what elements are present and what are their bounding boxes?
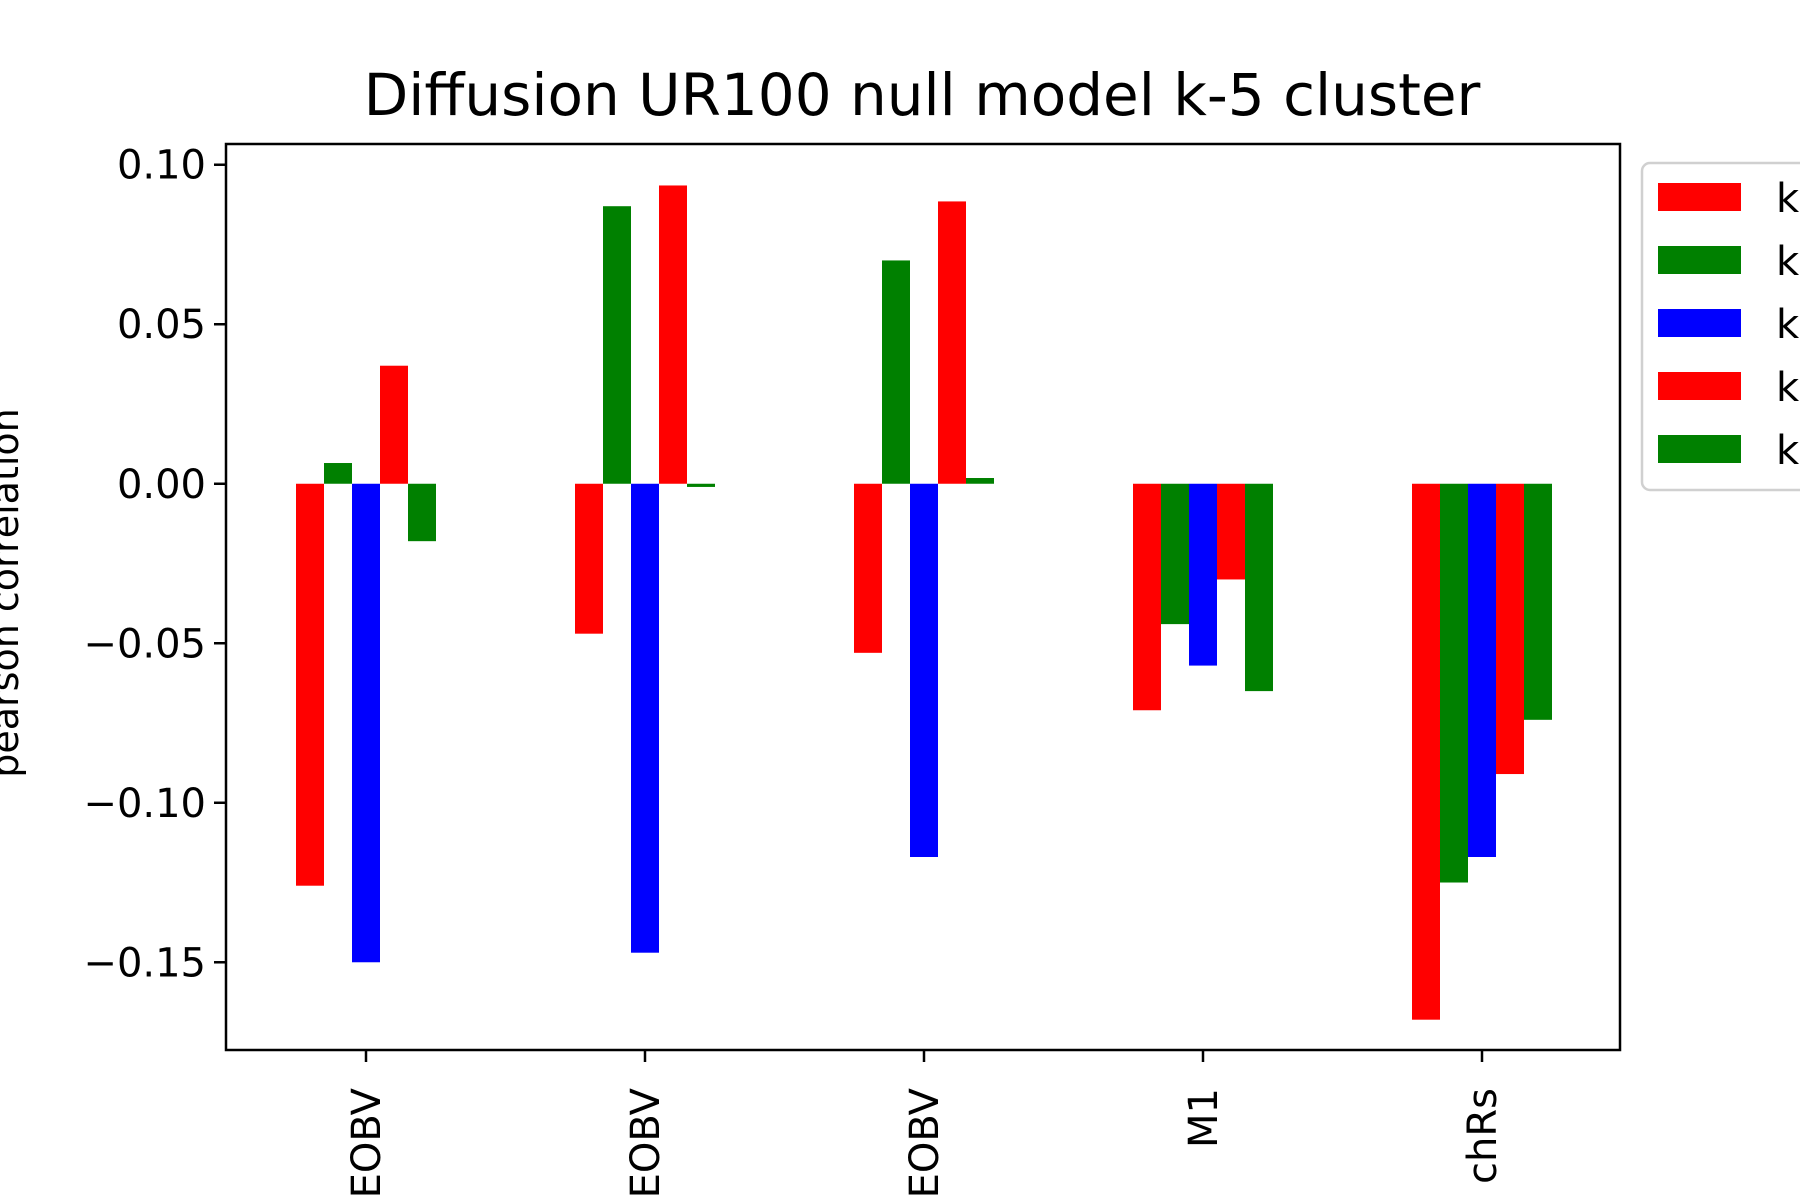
chart-title: Diffusion UR100 null model k-5 cluster <box>364 61 1481 129</box>
y-tick-label: −0.10 <box>83 781 206 827</box>
y-tick-label: −0.05 <box>83 621 206 667</box>
bar-series1-0 <box>296 483 324 886</box>
bar-series1-4 <box>1412 483 1440 1020</box>
bar-series3-2 <box>910 483 938 857</box>
legend-swatch-4 <box>1658 372 1741 400</box>
bar-series4-1 <box>659 185 687 484</box>
legend-label-5: k <box>1776 428 1800 474</box>
x-tick-label: EOBV <box>623 1087 669 1198</box>
x-tick-label: EOBV <box>344 1087 390 1198</box>
bar-series2-4 <box>1440 483 1468 883</box>
y-tick-label: 0.00 <box>117 462 206 508</box>
plot-frame <box>224 142 1622 1052</box>
bar-series3-0 <box>352 483 380 963</box>
bar-series5-3 <box>1245 483 1273 692</box>
bar-series5-0 <box>408 483 436 542</box>
legend-swatch-1 <box>1658 183 1741 211</box>
bar-series2-0 <box>324 463 352 484</box>
bars <box>296 185 1552 1020</box>
legend-label-4: k <box>1776 365 1800 411</box>
bar-series5-2 <box>966 478 994 484</box>
bar-series4-2 <box>938 201 966 484</box>
x-tick-label: chRs <box>1460 1088 1506 1184</box>
bar-series3-1 <box>631 483 659 953</box>
legend-swatch-2 <box>1658 246 1741 274</box>
y-tick-label: 0.10 <box>117 143 206 189</box>
x-ticks: EOBV EOBV EOBV M1 chRs <box>344 1050 1506 1198</box>
y-tick-label: −0.15 <box>83 940 206 986</box>
bar-series5-1 <box>687 483 715 487</box>
legend-swatch-5 <box>1658 435 1741 463</box>
legend-label-1: k <box>1776 176 1800 222</box>
bar-series2-1 <box>603 206 631 484</box>
x-tick-label: M1 <box>1181 1088 1227 1148</box>
bar-series1-1 <box>575 483 603 634</box>
legend-swatch-3 <box>1658 309 1741 337</box>
bar-series2-2 <box>882 260 910 484</box>
bar-series5-4 <box>1524 483 1552 720</box>
bar-series2-3 <box>1161 483 1189 625</box>
bar-series3-3 <box>1189 483 1217 666</box>
bar-series3-4 <box>1468 483 1496 857</box>
legend-label-3: k <box>1776 302 1800 348</box>
legend-label-2: k <box>1776 239 1800 285</box>
bar-series4-3 <box>1217 483 1245 580</box>
y-ticks: 0.10 0.05 0.00 −0.05 −0.10 −0.15 <box>83 143 226 986</box>
bar-series4-0 <box>380 365 408 484</box>
bar-series4-4 <box>1496 483 1524 775</box>
x-tick-label: EOBV <box>902 1087 948 1198</box>
y-tick-label: 0.05 <box>117 302 206 348</box>
y-axis-label: pearson correlation <box>0 408 27 778</box>
bar-series1-3 <box>1133 483 1161 711</box>
bar-series1-2 <box>854 483 882 653</box>
